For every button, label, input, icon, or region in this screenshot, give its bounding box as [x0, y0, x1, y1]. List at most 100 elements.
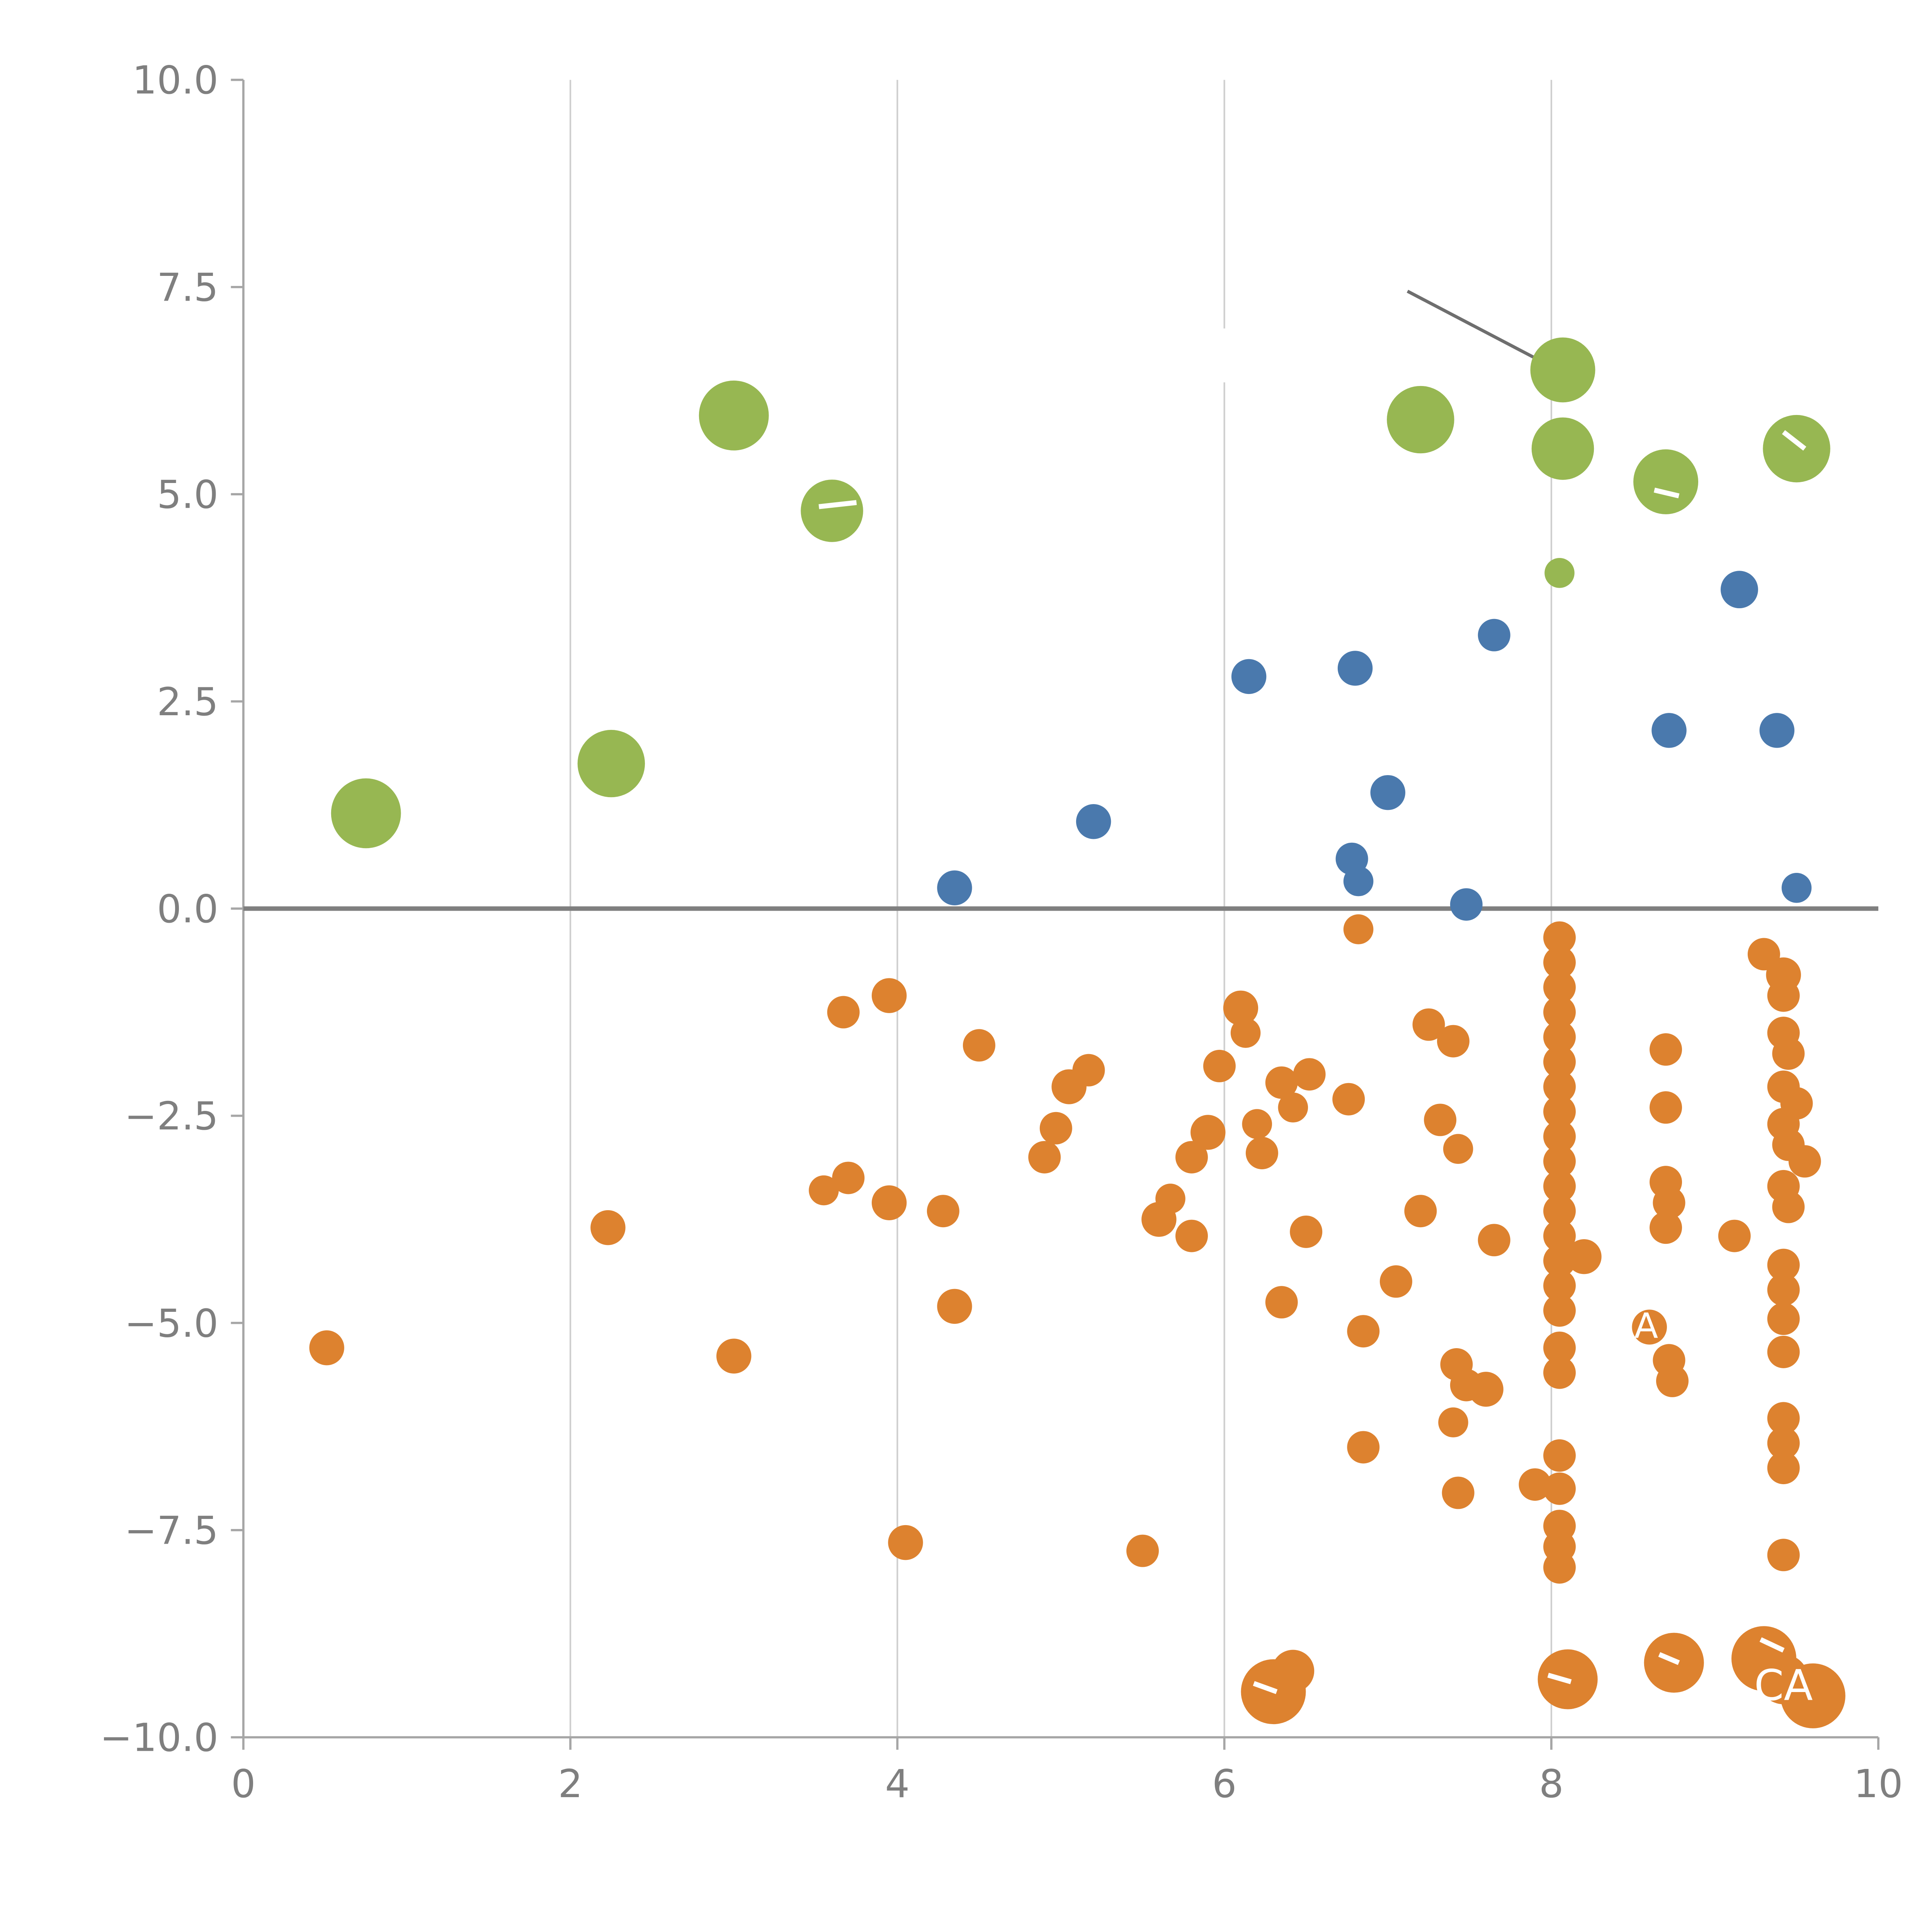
x-tick-label: 0 — [231, 1761, 256, 1806]
data-point — [1543, 1170, 1576, 1202]
data-point — [1076, 804, 1111, 839]
white-leader-tick — [1253, 1681, 1278, 1694]
data-point — [1437, 1025, 1469, 1058]
data-point — [1203, 1049, 1236, 1082]
y-tick-label: −5.0 — [124, 1301, 218, 1346]
series-orange-dots — [309, 914, 1845, 1728]
data-point — [1272, 1650, 1315, 1692]
data-point — [871, 978, 907, 1013]
data-point — [832, 1162, 865, 1194]
data-point — [1543, 1070, 1576, 1103]
data-point — [716, 1338, 752, 1374]
data-point — [1788, 1145, 1821, 1178]
white-leader-tick — [1547, 1673, 1572, 1684]
y-tick-label: 5.0 — [157, 472, 218, 517]
data-point — [937, 1289, 972, 1324]
data-point — [1767, 1402, 1800, 1435]
data-point — [331, 778, 401, 849]
annotation-label: A — [1634, 1306, 1658, 1346]
data-point — [1544, 558, 1575, 588]
data-point — [1772, 1190, 1805, 1223]
data-point — [1530, 337, 1595, 403]
data-point — [1265, 1066, 1298, 1099]
data-point — [1468, 1372, 1503, 1407]
data-point — [1543, 1145, 1576, 1178]
data-point — [1653, 1186, 1685, 1219]
data-point — [1223, 990, 1259, 1026]
data-point — [1767, 1335, 1800, 1368]
data-point — [309, 1330, 344, 1366]
data-point — [1155, 1184, 1185, 1214]
data-point — [871, 1185, 907, 1221]
data-point — [963, 1029, 995, 1062]
data-point — [1721, 571, 1758, 609]
data-point — [1759, 713, 1794, 748]
data-point — [801, 480, 863, 542]
data-point — [1290, 1215, 1323, 1248]
data-point — [1767, 1452, 1800, 1485]
data-point — [1759, 1654, 1809, 1704]
data-point — [1337, 651, 1373, 686]
y-tick-label: −7.5 — [124, 1508, 218, 1553]
x-tick-label: 10 — [1854, 1761, 1903, 1806]
data-point — [1543, 1551, 1576, 1584]
data-point — [1039, 1112, 1072, 1145]
white-leader-tick — [1782, 430, 1806, 451]
data-point — [1767, 1303, 1800, 1335]
data-point — [1175, 1219, 1208, 1252]
data-point — [1543, 1046, 1576, 1078]
data-point — [1230, 1018, 1261, 1048]
data-point — [1450, 888, 1483, 921]
data-point — [927, 1195, 959, 1228]
data-point — [1650, 1091, 1682, 1124]
annotation-label: CA — [1754, 1661, 1813, 1710]
data-point — [1347, 1431, 1380, 1464]
data-point — [699, 380, 769, 451]
data-point — [1566, 1239, 1602, 1274]
data-point — [1231, 659, 1267, 694]
x-tick-label: 6 — [1212, 1761, 1237, 1806]
data-point — [937, 870, 972, 906]
data-point — [1781, 873, 1812, 903]
data-point — [1767, 1248, 1800, 1281]
data-point — [1126, 1534, 1159, 1567]
white-leader-tick — [818, 500, 857, 509]
data-point — [1543, 1332, 1576, 1364]
data-point — [1347, 1315, 1380, 1348]
data-point — [1531, 417, 1594, 480]
y-tick-label: 7.5 — [157, 265, 218, 310]
data-point — [1190, 1115, 1226, 1150]
data-point — [1650, 1211, 1682, 1244]
data-point — [577, 730, 645, 798]
data-point — [1543, 1120, 1576, 1153]
data-point — [1387, 386, 1454, 454]
data-point — [1763, 415, 1830, 483]
data-point — [1543, 1195, 1576, 1228]
data-point — [1543, 996, 1576, 1029]
data-point — [1543, 1439, 1576, 1472]
data-point — [1343, 866, 1374, 896]
data-point — [1543, 1294, 1576, 1327]
data-point — [1438, 1407, 1468, 1437]
data-point — [1412, 1008, 1445, 1041]
data-point — [1293, 1058, 1326, 1091]
data-point — [888, 1525, 923, 1560]
data-point — [1543, 1219, 1576, 1252]
data-point — [1543, 1269, 1576, 1302]
series-blue-dots — [937, 571, 1812, 921]
data-point — [1651, 713, 1687, 748]
y-tick-label: 0.0 — [157, 886, 218, 932]
data-point — [1443, 1134, 1473, 1164]
data-point — [1656, 1364, 1689, 1397]
white-leader-tick — [1759, 1637, 1785, 1653]
data-point — [1242, 1109, 1272, 1139]
y-tick-label: 2.5 — [157, 679, 218, 724]
data-point — [1543, 1095, 1576, 1128]
y-tick-label: −2.5 — [124, 1094, 218, 1139]
y-tick-label: 10.0 — [132, 58, 218, 103]
white-leader-tick — [1658, 1652, 1680, 1665]
data-point — [1028, 1141, 1061, 1173]
data-point — [1424, 1104, 1457, 1136]
